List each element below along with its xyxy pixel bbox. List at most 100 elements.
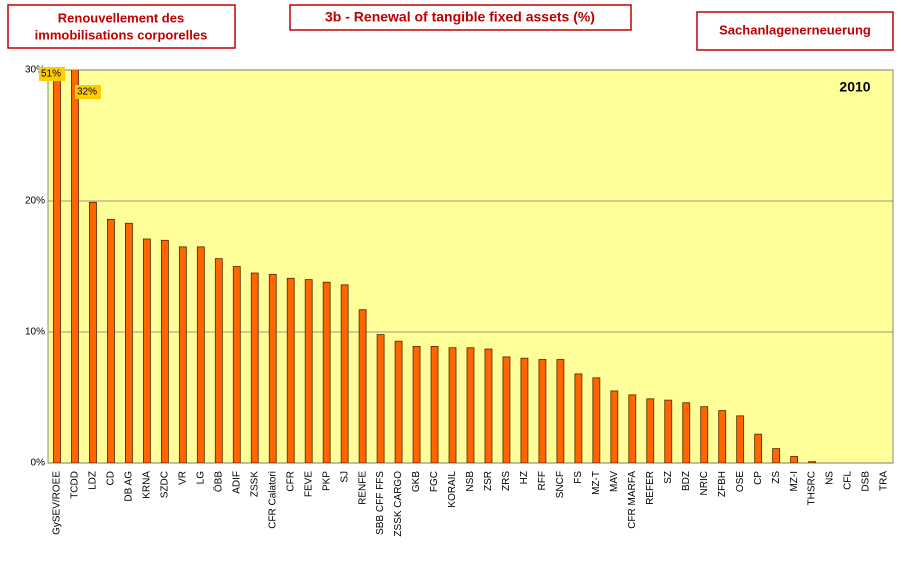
bar: [682, 402, 691, 463]
x-tick-label: VR: [177, 471, 188, 485]
x-tick-label: FEVE: [303, 471, 314, 497]
value-label-box: [74, 85, 101, 99]
x-tick-label: OSE: [735, 471, 746, 492]
x-tick-label: DB AG: [124, 471, 135, 502]
value-label: 51%: [41, 69, 61, 80]
x-tick-label: ZSR: [483, 471, 494, 491]
header-box: [696, 11, 894, 51]
bar: [304, 279, 313, 463]
x-tick-label: MZ-I: [789, 471, 800, 492]
bar: [502, 356, 511, 463]
x-tick-label: BDZ: [681, 471, 692, 491]
bar: [376, 334, 385, 463]
bar: [196, 246, 205, 463]
x-tick-label: FGC: [429, 471, 440, 492]
x-tick-label: REFER: [645, 471, 656, 505]
x-tick-label: SBB CFF FFS: [375, 471, 386, 535]
bar: [178, 246, 187, 463]
x-tick-label: ZFBH: [717, 471, 728, 497]
bar: [268, 273, 277, 463]
bar: [646, 398, 655, 463]
bar: [250, 272, 259, 463]
bar: [340, 284, 349, 463]
bar: [53, 70, 61, 463]
bar: [664, 399, 673, 463]
header-box: [7, 4, 236, 49]
y-tick-label: 0%: [31, 458, 46, 469]
bar: [448, 347, 457, 463]
bar: [610, 390, 619, 463]
x-tick-label: ZRS: [501, 471, 512, 491]
x-tick-label: PKP: [321, 471, 332, 491]
bar: [772, 448, 781, 463]
x-tick-label: TRA: [879, 471, 890, 491]
chart-title: 3b - Renewal of tangible fixed assets (%…: [325, 9, 595, 25]
y-tick-label: 10%: [25, 327, 45, 338]
x-tick-label: GKB: [411, 471, 422, 492]
x-tick-label: DSB: [861, 471, 872, 492]
bar: [232, 266, 241, 463]
bar: [107, 218, 115, 463]
bar: [142, 238, 151, 463]
bar: [556, 359, 565, 463]
bar: [214, 258, 223, 463]
y-tick-label: 30%: [25, 65, 45, 76]
bar: [484, 348, 493, 463]
x-tick-label: KRNA: [142, 471, 153, 499]
x-tick-label: RENFE: [357, 471, 368, 505]
x-tick-label: CP: [753, 471, 764, 485]
bar: [125, 222, 133, 463]
x-tick-label: ZS: [771, 471, 782, 484]
x-tick-label: NRIC: [699, 471, 710, 495]
bar: [322, 281, 331, 463]
bar: [754, 433, 763, 463]
bar: [71, 70, 79, 463]
x-tick-label: FS: [573, 471, 584, 484]
annotation: 2010: [839, 79, 870, 95]
header-right: Sachanlagenerneuerung: [719, 22, 871, 37]
header-left: immobilisations corporelles: [35, 27, 208, 42]
x-tick-label: CD: [106, 471, 117, 485]
x-tick-label: KORAIL: [447, 471, 458, 508]
x-tick-label: SZ: [663, 471, 674, 484]
bar: [394, 340, 403, 463]
x-tick-label: LDZ: [88, 471, 99, 490]
bar: [286, 277, 295, 463]
title-box: [289, 4, 632, 31]
y-tick-label: 20%: [25, 196, 45, 207]
x-tick-label: GySEV/ROEE: [52, 471, 63, 535]
x-tick-label: SZDC: [160, 471, 171, 498]
bar: [430, 346, 439, 463]
bar: [628, 394, 637, 463]
x-tick-label: MAV: [609, 471, 620, 492]
x-tick-label: LG: [195, 471, 206, 485]
header-left: Renouvellement des: [58, 10, 184, 25]
x-tick-label: ADIF: [231, 471, 242, 494]
bar: [358, 309, 367, 463]
bar: [736, 415, 745, 463]
x-tick-label: MZ-T: [591, 471, 602, 495]
x-tick-label: HZ: [519, 471, 530, 484]
x-tick-label: THSRC: [807, 471, 818, 505]
x-tick-label: ZSSK CARGO: [393, 471, 404, 537]
x-tick-label: NS: [825, 471, 836, 485]
value-label-box: [38, 67, 65, 81]
bar: [160, 239, 169, 463]
x-tick-label: ZSSK: [249, 471, 260, 497]
x-tick-label: ÖBB: [212, 471, 224, 492]
x-tick-label: SJ: [339, 471, 350, 483]
x-tick-label: TCDD: [70, 471, 81, 499]
bar: [520, 357, 529, 463]
bar: [790, 456, 799, 463]
x-tick-label: NSB: [465, 471, 476, 492]
bar: [89, 201, 97, 463]
x-tick-label: CFR Calatori: [267, 471, 278, 529]
bar: [700, 406, 709, 463]
bar: [466, 347, 475, 463]
bar: [574, 373, 583, 463]
x-tick-label: CFR MARFA: [627, 471, 638, 529]
bar: [718, 410, 727, 463]
x-tick-label: RFF: [537, 471, 548, 490]
value-label: 32%: [77, 87, 97, 98]
